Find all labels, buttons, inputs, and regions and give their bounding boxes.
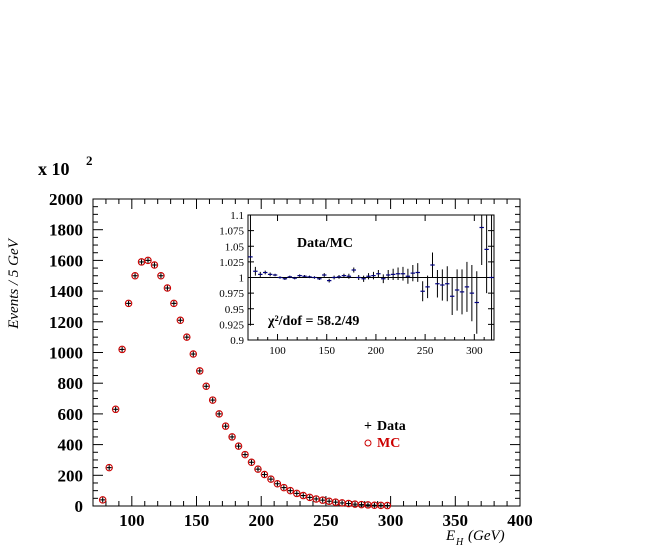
mc-point — [189, 350, 198, 358]
mc-point — [105, 463, 113, 472]
mc-point — [208, 396, 217, 404]
y-multiplier-text: x 10 — [38, 159, 70, 179]
mc-point — [131, 271, 139, 280]
mc-point — [234, 442, 243, 450]
y-axis-label: Events / 5 GeV — [6, 237, 22, 329]
main-x-axis: 100 150 200 250 300 350 400 — [105, 199, 533, 530]
inset-title: Data/MC — [297, 236, 353, 251]
mc-point — [183, 333, 191, 341]
legend-label-data: Data — [377, 419, 406, 434]
mc-point — [150, 261, 159, 269]
mc-point — [241, 450, 249, 459]
x-tick-label: 400 — [507, 511, 533, 530]
legend: + Data MC — [364, 419, 406, 451]
mc-point — [267, 475, 275, 483]
inset-y-tick-label: 0.95 — [225, 304, 245, 316]
y-tick-label: 0 — [75, 497, 84, 516]
legend-item-mc: MC — [364, 436, 400, 451]
inset-y-tick-label: 1.1 — [230, 210, 244, 222]
legend-marker-data: + — [364, 419, 372, 434]
inset-x-tick-label: 150 — [318, 345, 335, 357]
mc-point — [111, 405, 120, 414]
y-tick-label: 1000 — [49, 344, 83, 363]
y-multiplier-label: x 10 2 — [38, 153, 93, 179]
inset-x-axis: 100 150 200 250 300 — [257, 215, 485, 357]
mc-point — [299, 491, 308, 500]
x-tick-label: 200 — [248, 511, 274, 530]
inset-x-tick-label: 200 — [368, 345, 385, 357]
y-tick-label: 200 — [58, 466, 84, 485]
inset-y-axis: 0.9 0.925 0.95 0.975 1 1.025 1.05 1.075 1.1 — [219, 210, 494, 347]
mc-point — [196, 367, 204, 375]
mc-point — [383, 501, 392, 510]
mc-point — [98, 496, 107, 504]
mc-point — [124, 299, 133, 308]
y-tick-label: 1200 — [49, 313, 83, 332]
x-axis-label-unit: (GeV) — [468, 528, 505, 544]
mc-point — [228, 433, 236, 441]
y-tick-label: 800 — [58, 374, 84, 393]
x-axis-label: E H (GeV) — [445, 528, 505, 545]
x-tick-label: 150 — [184, 511, 210, 530]
main-series — [98, 256, 392, 510]
y-tick-label: 1800 — [49, 221, 83, 240]
inset-y-tick-label: 0.9 — [230, 335, 244, 347]
mc-point — [215, 410, 223, 418]
y-tick-label: 2000 — [49, 190, 83, 209]
x-axis-label-e: E — [445, 528, 455, 544]
legend-item-data: + Data — [364, 419, 406, 434]
x-tick-label: 250 — [313, 511, 339, 530]
mc-point — [221, 422, 230, 430]
mc-point — [293, 489, 301, 498]
x-tick-label: 300 — [378, 511, 404, 530]
mc-point — [163, 284, 172, 292]
mc-point — [286, 486, 295, 495]
mc-point — [273, 479, 282, 488]
mc-point — [170, 299, 178, 308]
mc-point — [144, 256, 152, 265]
inset-x-tick-label: 100 — [269, 345, 286, 357]
legend-label-mc: MC — [377, 436, 400, 451]
inset-y-tick-label: 1.075 — [219, 226, 244, 238]
inset-y-tick-label: 1 — [239, 273, 245, 285]
mc-point — [157, 271, 165, 280]
mc-point — [118, 345, 126, 354]
y-tick-label: 400 — [58, 436, 84, 455]
inset-y-tick-label: 1.05 — [225, 241, 245, 253]
inset-x-tick-label: 250 — [417, 345, 434, 357]
y-tick-label: 1600 — [49, 251, 83, 270]
inset-y-tick-label: 0.925 — [219, 319, 244, 331]
y-tick-label: 600 — [58, 405, 84, 424]
x-axis-label-sub: H — [455, 537, 464, 545]
y-tick-label: 1400 — [49, 282, 83, 301]
mc-point — [247, 458, 256, 467]
mc-point — [176, 316, 185, 325]
mc-point — [202, 382, 210, 391]
mc-point — [260, 470, 269, 479]
inset-y-tick-label: 0.975 — [219, 288, 244, 300]
inset-x-tick-label: 300 — [466, 345, 483, 357]
inset-series — [248, 215, 494, 340]
y-multiplier-exponent: 2 — [86, 153, 93, 168]
mc-point — [280, 483, 288, 492]
legend-marker-mc — [364, 439, 372, 447]
inset-y-tick-label: 1.025 — [219, 257, 244, 269]
mc-point — [254, 465, 262, 473]
inset-chi2-annotation: χ²/dof = 58.2/49 — [267, 314, 359, 329]
x-tick-label: 350 — [443, 511, 469, 530]
x-tick-label: 100 — [119, 511, 145, 530]
